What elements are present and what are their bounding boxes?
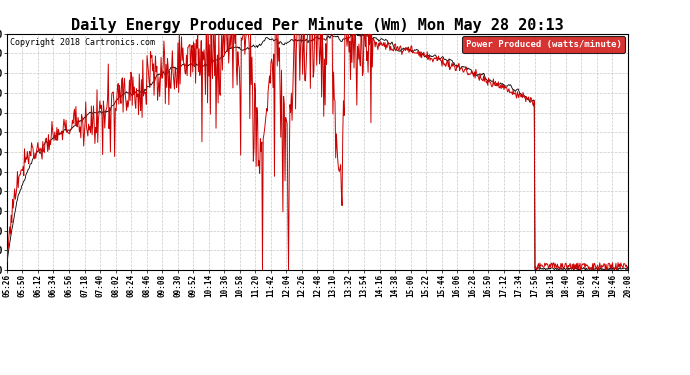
Legend: Power Produced (watts/minute): Power Produced (watts/minute) bbox=[462, 36, 625, 52]
Text: Copyright 2018 Cartronics.com: Copyright 2018 Cartronics.com bbox=[10, 39, 155, 48]
Title: Daily Energy Produced Per Minute (Wm) Mon May 28 20:13: Daily Energy Produced Per Minute (Wm) Mo… bbox=[71, 16, 564, 33]
